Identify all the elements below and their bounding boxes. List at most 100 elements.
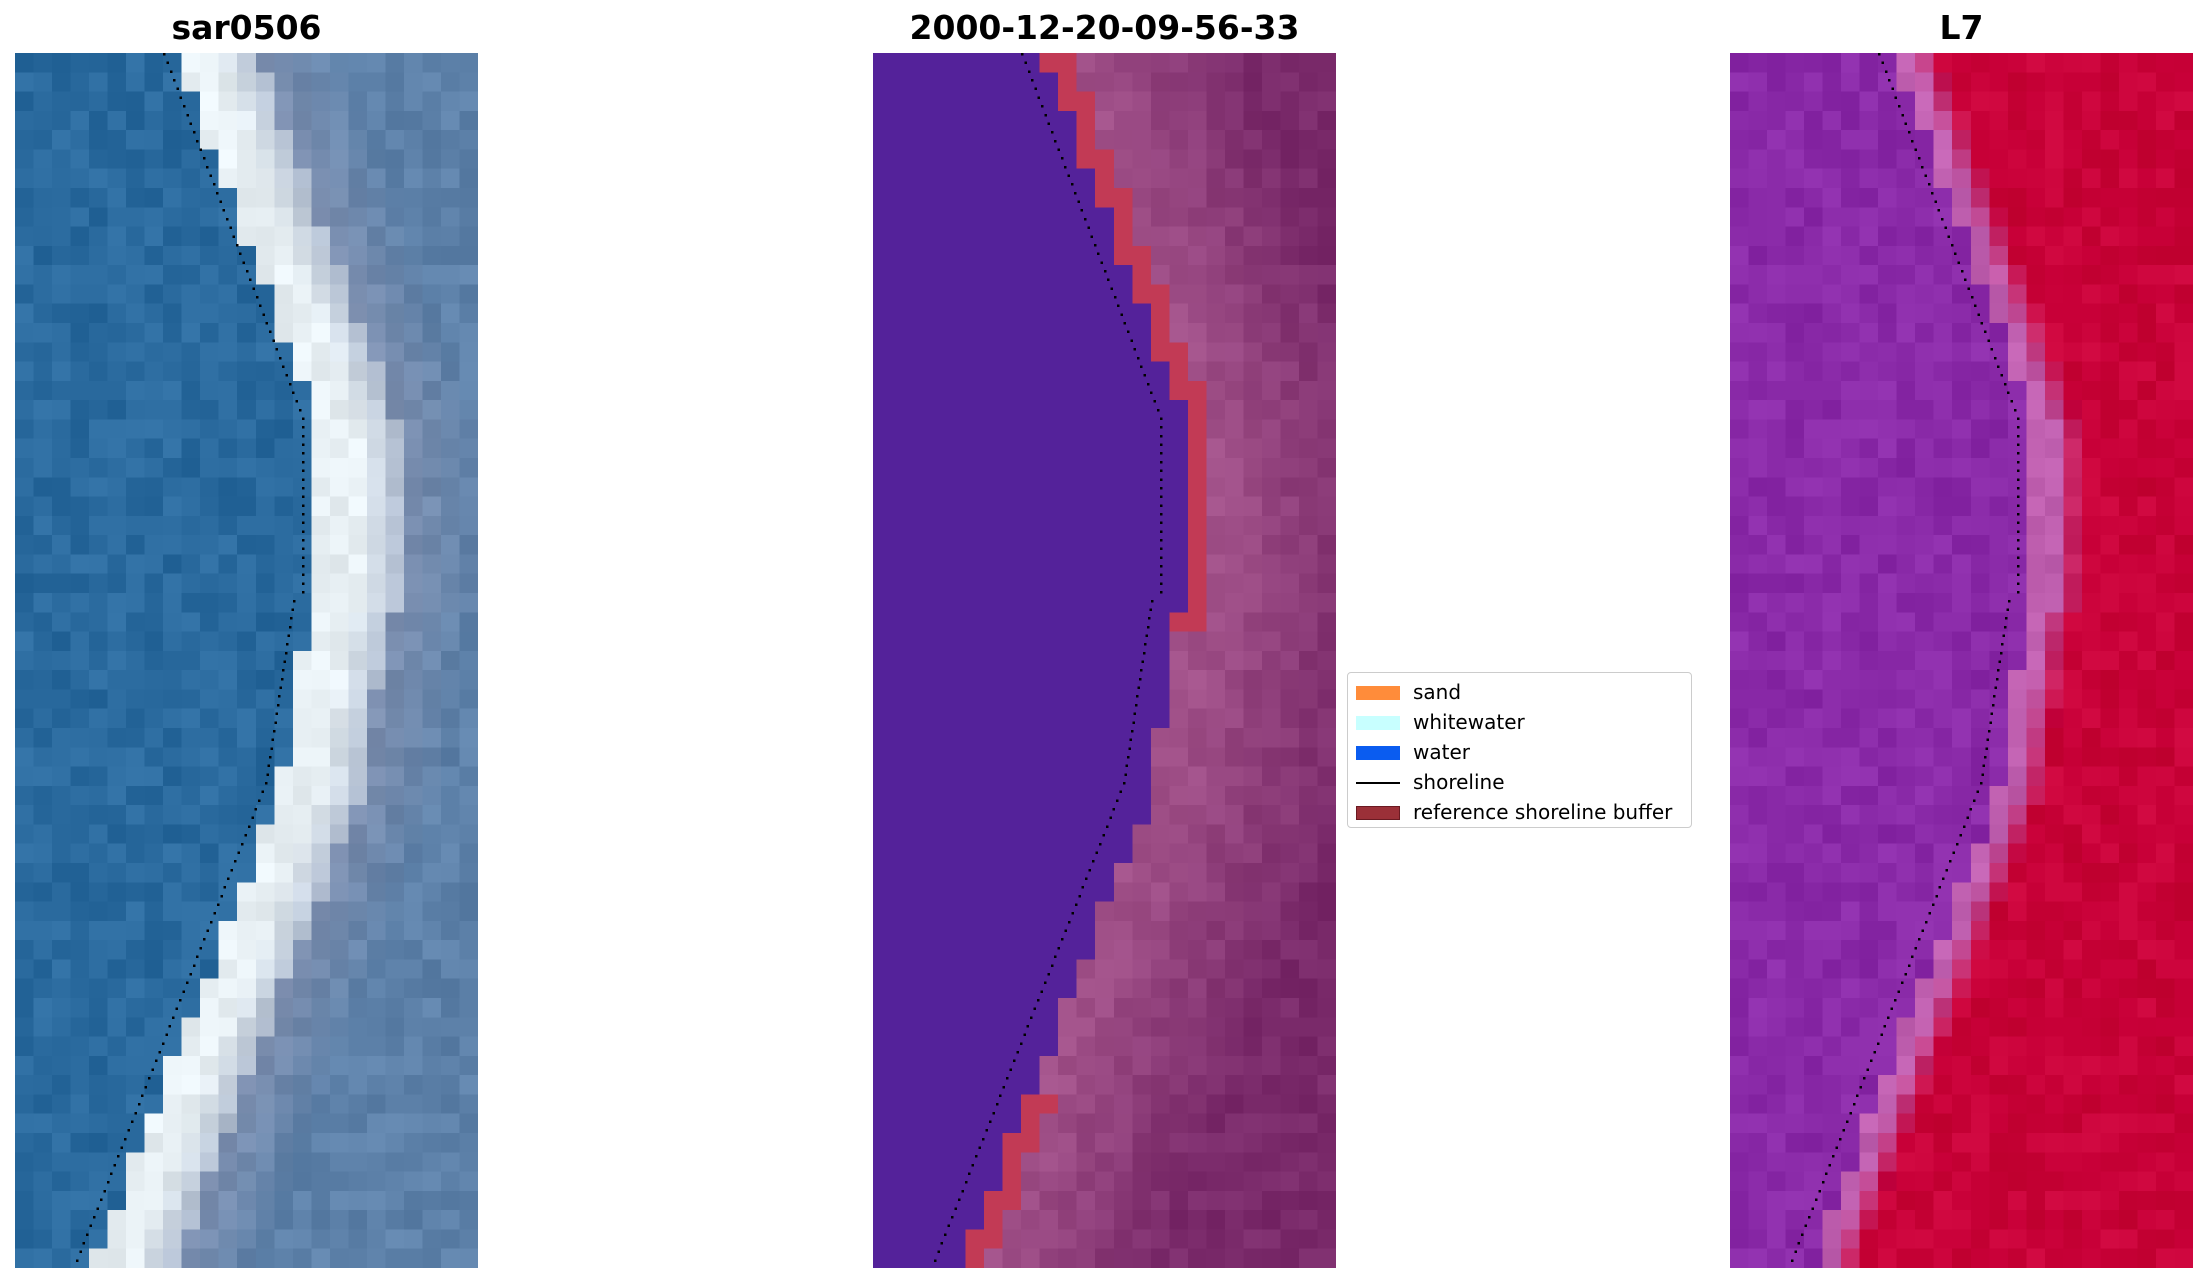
shoreline-point [1907, 964, 1911, 967]
shoreline-point [1030, 1016, 1033, 1019]
shoreline-point [1123, 322, 1127, 325]
shoreline-point [242, 261, 245, 264]
legend-label: shoreline [1413, 770, 1505, 794]
shoreline-point [1839, 1137, 1842, 1141]
shoreline-point [292, 599, 296, 603]
shoreline-point [270, 747, 273, 750]
shoreline-point [1116, 799, 1119, 802]
shoreline-point [1921, 929, 1924, 932]
shoreline-point [103, 1189, 106, 1193]
shoreline-point [1917, 157, 1921, 160]
shoreline-point [130, 1120, 134, 1123]
shoreline-point [286, 643, 289, 646]
shoreline-point [1997, 669, 2000, 672]
shoreline-point [2017, 547, 2020, 551]
shoreline-point [278, 356, 282, 360]
legend-label: reference shoreline buffer [1413, 800, 1673, 824]
shoreline-point [275, 348, 279, 351]
shoreline-point [1160, 452, 1163, 455]
shoreline-point [2002, 634, 2005, 637]
shoreline-point [1148, 617, 1151, 620]
shoreline-point [1845, 1120, 1849, 1123]
shoreline-point [1911, 139, 1914, 143]
shoreline-point [172, 1016, 175, 1019]
shoreline-point [173, 79, 176, 82]
shoreline-point [1080, 209, 1084, 212]
shoreline-point [244, 834, 247, 837]
shoreline-point [1027, 70, 1031, 73]
shoreline-point [1964, 278, 1967, 282]
shoreline-point [1040, 990, 1043, 993]
shoreline-point [220, 894, 223, 898]
shoreline-point [1859, 1085, 1863, 1089]
shoreline-point [2017, 530, 2020, 533]
shoreline-point [1897, 990, 1900, 993]
shoreline-point [1149, 608, 1152, 611]
shoreline-point [1060, 157, 1064, 160]
shoreline-point [2005, 617, 2008, 620]
shoreline-point [1105, 825, 1109, 828]
shoreline-point [168, 1025, 172, 1028]
shoreline-point [1125, 764, 1129, 768]
shoreline-point [1138, 677, 1142, 681]
shoreline-point [232, 235, 236, 238]
shoreline-point [1107, 278, 1110, 282]
shoreline-point [262, 313, 265, 316]
shoreline-point [1911, 955, 1914, 959]
shoreline-point [1960, 270, 1964, 273]
legend-label: sand [1413, 680, 1462, 704]
shoreline-point [1019, 1042, 1023, 1045]
shoreline-point [2017, 573, 2020, 577]
shoreline-point [1123, 782, 1126, 785]
shoreline-point [1924, 174, 1927, 177]
shoreline-point [1141, 660, 1144, 663]
legend-item-water: water [1348, 737, 1691, 767]
shoreline-point [1160, 582, 1163, 585]
legend-item-shoreline: shoreline [1348, 767, 1691, 797]
shoreline-point [1835, 1146, 1839, 1149]
shoreline-point [163, 53, 166, 56]
shoreline-point [1081, 886, 1085, 889]
shoreline-point [302, 486, 305, 490]
shoreline-point [1112, 808, 1116, 811]
shoreline-point [1127, 756, 1130, 759]
shoreline-point [1031, 79, 1034, 82]
shoreline-point [1849, 1111, 1852, 1115]
shoreline-point [2010, 400, 2013, 403]
shoreline-point [982, 1137, 985, 1141]
shoreline-point [284, 651, 288, 655]
shoreline-point [1153, 400, 1156, 403]
shoreline-point [278, 695, 281, 698]
raster-image [15, 53, 478, 1268]
shoreline-point [1119, 790, 1123, 794]
shoreline-point [1985, 747, 1988, 750]
shoreline-point [954, 1207, 957, 1210]
shoreline-point [199, 148, 202, 151]
legend: sand whitewater water shoreline referenc… [1347, 672, 1692, 828]
shoreline-point [302, 573, 305, 577]
shoreline-point [261, 790, 265, 794]
shoreline-point [1832, 1155, 1835, 1158]
shoreline-point [1041, 105, 1044, 108]
shoreline-point [1160, 539, 1163, 542]
shoreline-point [216, 191, 219, 195]
shoreline-point [1950, 243, 1954, 247]
shoreline-point [1109, 816, 1112, 820]
shoreline-point [1128, 747, 1131, 750]
shoreline-point [279, 686, 283, 689]
shoreline-point [2003, 625, 2007, 629]
shoreline-point [283, 660, 286, 663]
shoreline-point [212, 183, 216, 186]
shoreline-point [1876, 1042, 1880, 1045]
shoreline-point [1132, 721, 1135, 724]
shoreline-point [1998, 660, 2001, 663]
legend-item-whitewater: whitewater [1348, 707, 1691, 737]
shoreline-point [302, 547, 305, 551]
shoreline-point [141, 1094, 144, 1097]
shoreline-point [1160, 434, 1163, 438]
shoreline-point [1117, 304, 1120, 308]
shoreline-point [1991, 703, 1995, 707]
shoreline-point [1143, 374, 1146, 377]
shoreline-point [1113, 296, 1117, 299]
shoreline-point [2017, 504, 2020, 507]
